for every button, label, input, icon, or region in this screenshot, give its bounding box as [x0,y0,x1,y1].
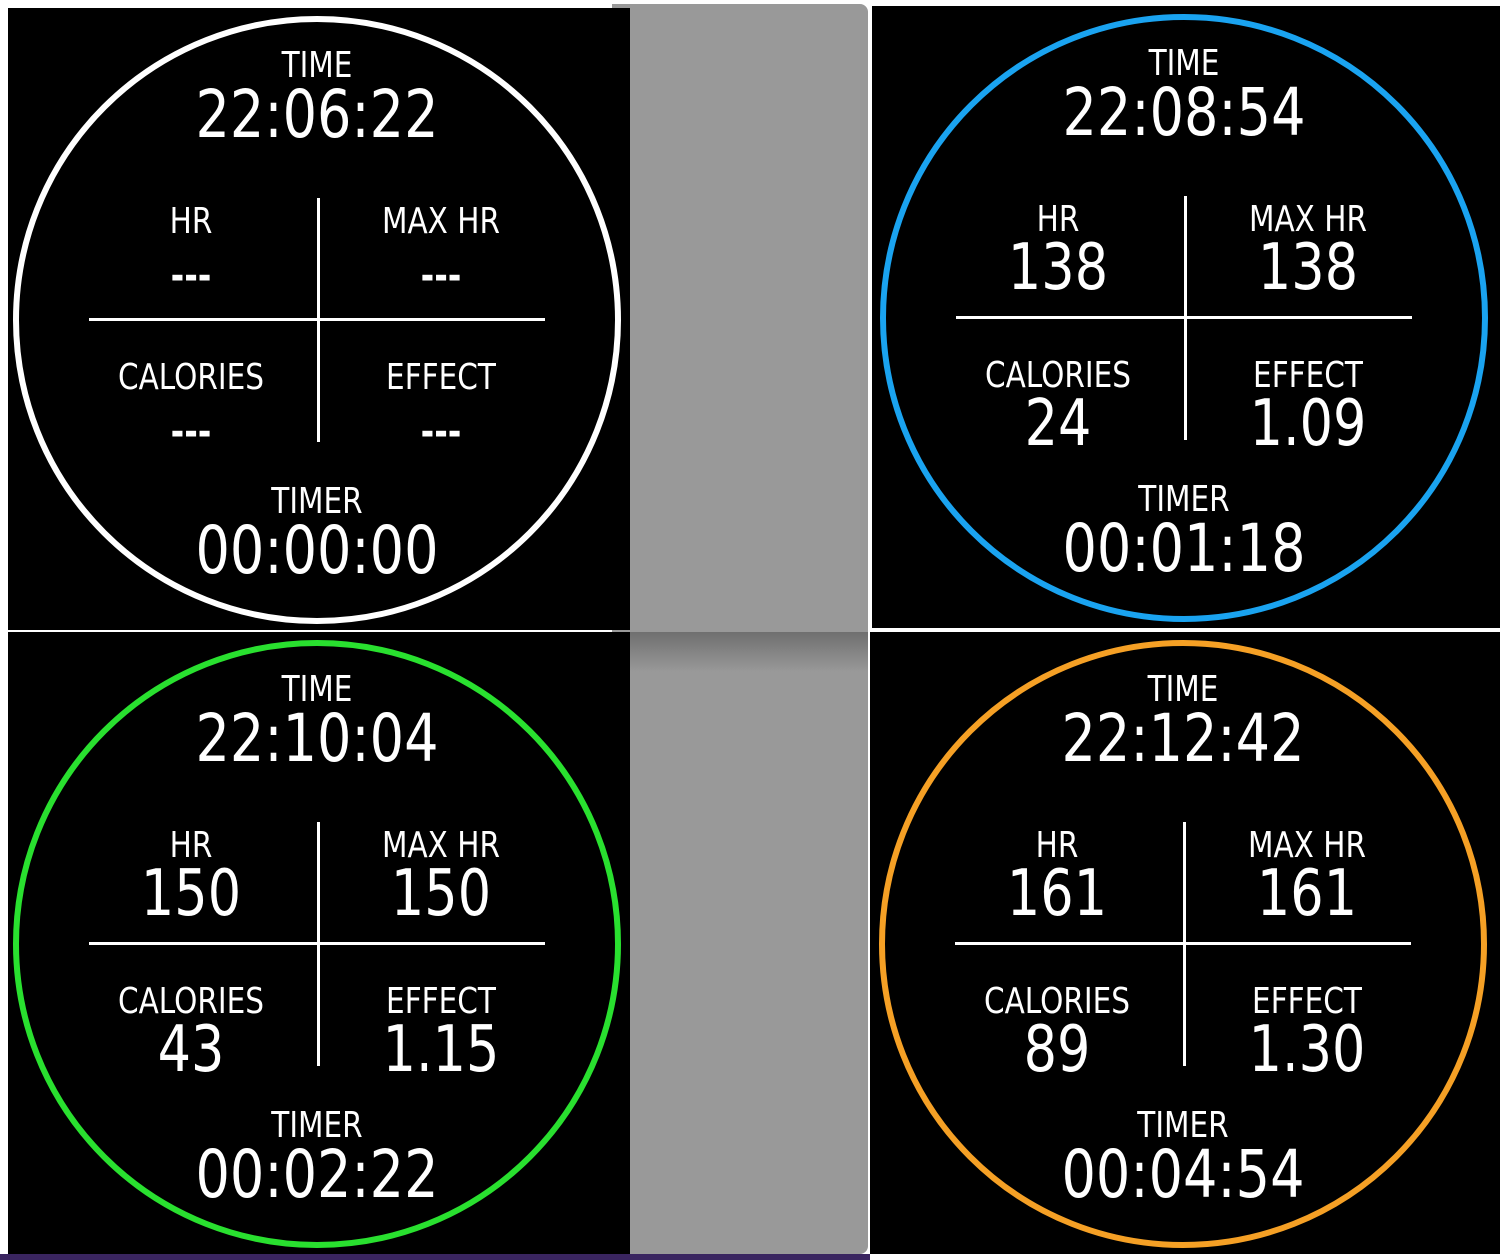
hr-label: HR [169,825,213,866]
time-label: TIME [281,45,353,86]
timer-value: 00:02:22 [195,1136,439,1213]
effect-label: EFFECT [386,981,496,1022]
max-hr-label: MAX HR [382,201,500,242]
gray-background-panel [612,4,868,1254]
effect-value: 1.15 [382,1013,500,1087]
grid-horizontal-divider [956,316,1412,319]
hr-value: 150 [140,857,242,931]
hr-label: HR [169,201,213,242]
progress-ring [13,16,621,624]
watch-screen-2: TIME 22:08:54 HR 138 MAX HR 138 CALORIES… [872,6,1500,628]
effect-label: EFFECT [386,357,496,398]
timer-value: 00:04:54 [1061,1136,1305,1213]
effect-value: 1.09 [1249,387,1367,461]
time-value: 22:06:22 [195,76,439,153]
hr-value: --- [170,253,212,299]
max-hr-value: --- [420,253,462,299]
max-hr-label: MAX HR [1249,199,1367,240]
timer-label: TIMER [271,1105,363,1146]
calories-value: --- [170,409,212,455]
max-hr-label: MAX HR [382,825,500,866]
timer-label: TIMER [1138,479,1230,520]
calories-label: CALORIES [117,357,265,398]
time-label: TIME [1147,669,1219,710]
timer-value: 00:01:18 [1062,510,1306,587]
grid-horizontal-divider [89,942,545,945]
window-edge [0,1254,870,1260]
max-hr-label: MAX HR [1248,825,1366,866]
timer-label: TIMER [1137,1105,1229,1146]
time-label: TIME [1148,43,1220,84]
watch-screen-4: TIME 22:12:42 HR 161 MAX HR 161 CALORIES… [870,632,1500,1254]
time-label: TIME [281,669,353,710]
effect-label: EFFECT [1253,355,1363,396]
time-value: 22:08:54 [1062,74,1306,151]
calories-label: CALORIES [983,981,1131,1022]
calories-label: CALORIES [984,355,1132,396]
hr-label: HR [1036,199,1080,240]
max-hr-value: 150 [390,857,492,931]
hr-value: 138 [1007,231,1109,305]
hr-label: HR [1035,825,1079,866]
max-hr-value: 161 [1256,857,1358,931]
calories-value: 43 [157,1013,225,1087]
time-value: 22:10:04 [195,700,439,777]
timer-label: TIMER [271,481,363,522]
max-hr-value: 138 [1257,231,1359,305]
grid-horizontal-divider [89,318,545,321]
effect-value: 1.30 [1248,1013,1366,1087]
progress-ring [880,14,1488,622]
watch-screen-3: TIME 22:10:04 HR 150 MAX HR 150 CALORIES… [8,632,630,1254]
time-value: 22:12:42 [1061,700,1305,777]
calories-value: 89 [1023,1013,1091,1087]
progress-ring [879,640,1487,1248]
hr-value: 161 [1006,857,1108,931]
timer-value: 00:00:00 [195,512,439,589]
panel-shadow [630,632,868,672]
effect-label: EFFECT [1252,981,1362,1022]
calories-value: 24 [1024,387,1092,461]
calories-label: CALORIES [117,981,265,1022]
watch-screen-1: TIME 22:06:22 HR --- MAX HR --- CALORIES… [8,8,630,630]
grid-horizontal-divider [955,942,1411,945]
effect-value: --- [420,409,462,455]
progress-ring [13,640,621,1248]
